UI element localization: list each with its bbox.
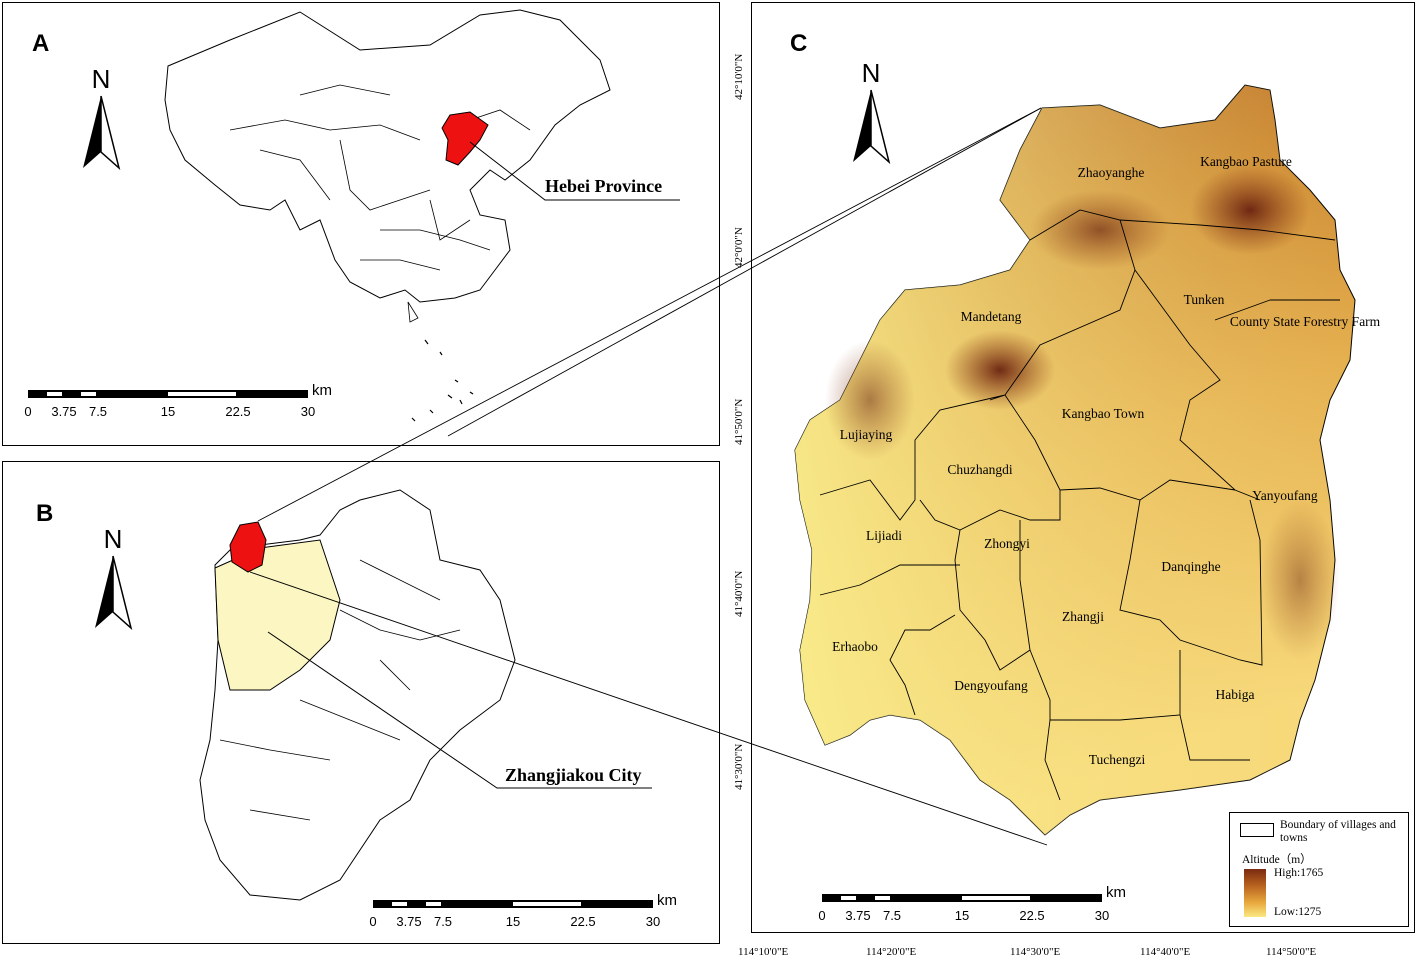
scale-tick: 30 <box>645 914 661 929</box>
boundary-swatch <box>1240 823 1274 837</box>
north-label: N <box>91 64 111 94</box>
hebei-province-label: Hebei Province <box>545 176 663 196</box>
latitude-label: 41°40'0"N <box>733 570 745 617</box>
town-label: Zhangji <box>1062 609 1104 624</box>
scale-bar-a: 0 3.75 7.5 15 22.5 30 km <box>24 382 332 428</box>
scale-bar-graphic <box>822 894 1102 902</box>
town-label: Tuchengzi <box>1088 752 1146 767</box>
scale-tick: 22.5 <box>225 404 251 419</box>
town-label: Danqinghe <box>1161 559 1221 574</box>
town-label: Dengyoufang <box>954 678 1028 693</box>
town-label: Kangbao Pasture <box>1200 154 1292 169</box>
panel-c-kangbao-dem <box>751 2 1415 933</box>
scale-bar-b: 0 3.75 7.5 15 22.5 30 km <box>369 892 677 938</box>
altitude-low-label: Low:1275 <box>1274 906 1322 918</box>
town-label: Tunken <box>1183 292 1225 307</box>
north-arrow-icon <box>83 95 121 171</box>
panel-b-label: B <box>36 500 54 527</box>
scale-tick: 30 <box>1094 908 1110 923</box>
longitude-label: 114°30'0"E <box>1010 946 1061 958</box>
town-label: Zhongyi <box>984 536 1030 551</box>
town-label: Yanyoufang <box>1252 488 1318 503</box>
scale-tick: 7.5 <box>433 914 453 929</box>
north-arrow-a: N <box>78 66 124 177</box>
north-arrow-icon <box>95 555 133 631</box>
town-label: Kangbao Town <box>1061 406 1145 421</box>
town-label: Lijiadi <box>866 528 902 543</box>
scale-bar-graphic <box>28 390 308 398</box>
longitude-label: 114°10'0"E <box>738 946 789 958</box>
latitude-label: 41°50'0"N <box>733 398 745 445</box>
altitude-high-label: High:1765 <box>1274 867 1324 879</box>
scale-tick: 0 <box>24 404 32 419</box>
altitude-color-ramp <box>1244 869 1266 917</box>
zhangjiakou-city-label: Zhangjiakou City <box>505 765 642 785</box>
longitude-label: 114°50'0"E <box>1266 946 1317 958</box>
latitude-label: 42°0'0"N <box>733 227 745 268</box>
latitude-label: 41°30'0"N <box>733 743 745 790</box>
scale-tick: 30 <box>300 404 316 419</box>
scale-tick: 22.5 <box>1019 908 1045 923</box>
north-label: N <box>861 58 881 88</box>
altitude-title: Altitude（m） <box>1242 854 1312 866</box>
scale-tick: 0 <box>818 908 826 923</box>
scale-tick: 3.75 <box>51 404 77 419</box>
panel-c-label: C <box>790 30 808 57</box>
scale-bar-graphic <box>373 900 653 908</box>
scale-unit: km <box>657 892 677 909</box>
town-label: Habiga <box>1215 687 1255 702</box>
town-label: County State Forestry Farm <box>1229 314 1381 329</box>
north-arrow-b: N <box>90 526 136 637</box>
north-arrow-c: N <box>848 60 894 171</box>
panel-b-hebei-map <box>2 461 720 944</box>
north-arrow-icon <box>853 89 891 165</box>
scale-tick: 15 <box>954 908 970 923</box>
panel-a-label: A <box>32 30 50 57</box>
town-label: Mandetang <box>960 309 1022 324</box>
latitude-label: 42°10'0"N <box>733 53 745 100</box>
scale-tick: 7.5 <box>88 404 108 419</box>
scale-tick: 3.75 <box>396 914 422 929</box>
town-label: Lujiaying <box>839 427 893 442</box>
scale-tick: 3.75 <box>845 908 871 923</box>
scale-tick: 7.5 <box>882 908 902 923</box>
scale-tick: 15 <box>160 404 176 419</box>
scale-bar-c: 0 3.75 7.5 15 22.5 30 km <box>818 884 1126 932</box>
town-label: Zhaoyanghe <box>1077 165 1145 180</box>
scale-unit: km <box>1106 884 1126 901</box>
boundary-legend-label: Boundary of villages and towns <box>1280 819 1396 844</box>
longitude-label: 114°40'0"E <box>1140 946 1191 958</box>
scale-unit: km <box>312 382 332 399</box>
longitude-label: 114°20'0"E <box>866 946 917 958</box>
map-legend: Boundary of villages and towns Altitude（… <box>1229 812 1409 927</box>
scale-tick: 22.5 <box>570 914 596 929</box>
town-label: Chuzhangdi <box>947 462 1013 477</box>
town-label: Erhaobo <box>832 639 878 654</box>
scale-tick: 0 <box>369 914 377 929</box>
north-label: N <box>103 524 123 554</box>
scale-tick: 15 <box>505 914 521 929</box>
